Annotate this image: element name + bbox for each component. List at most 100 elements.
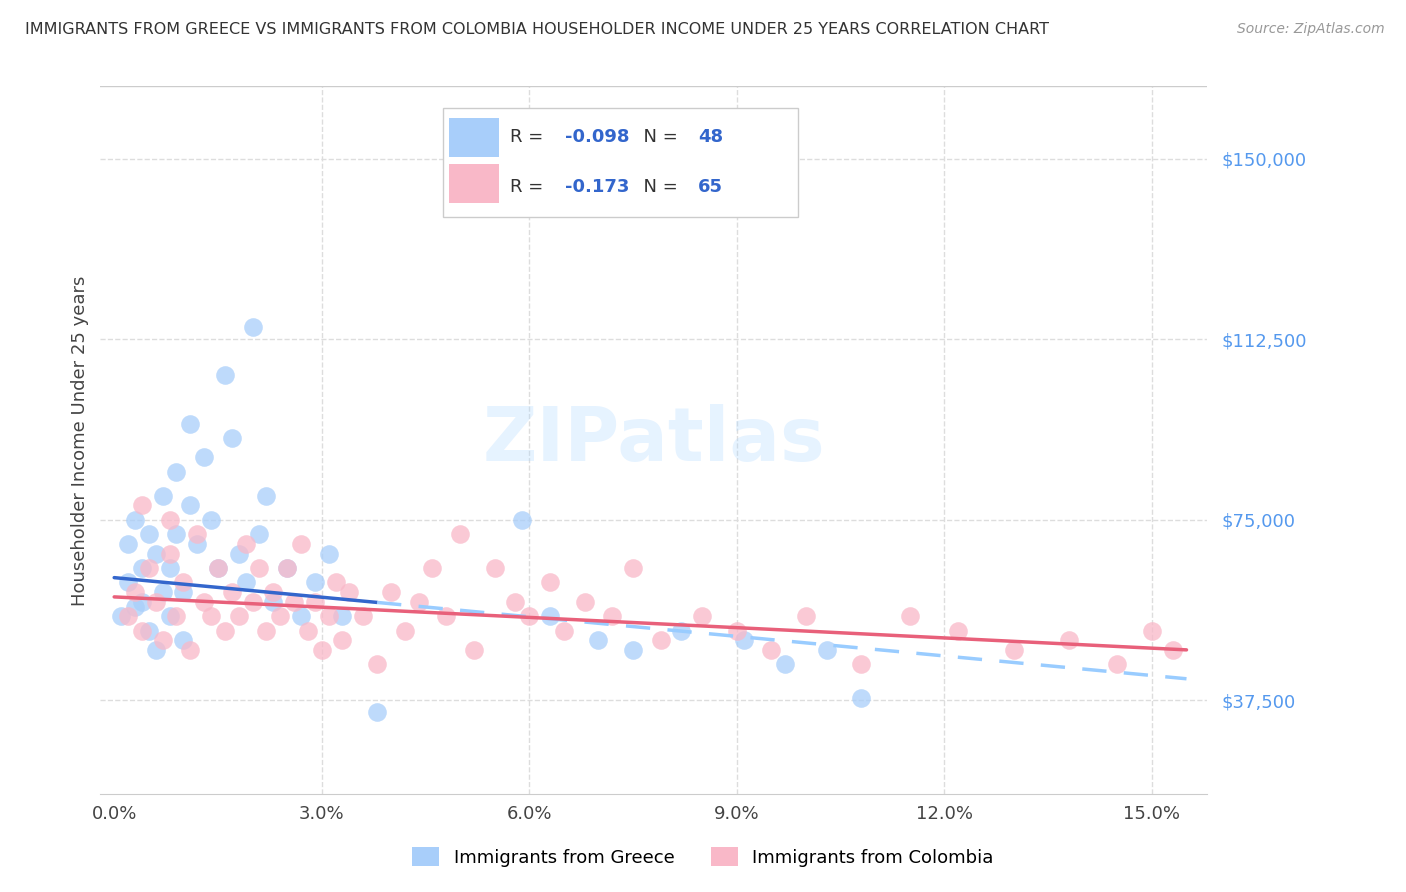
Point (200, 609, 222, 624)
Point (179, 417, 201, 431)
Point (422, 561, 444, 575)
Point (449, 527, 471, 541)
Point (352, 609, 374, 624)
Text: ZIPatlas: ZIPatlas (482, 404, 825, 477)
Point (339, 585, 361, 599)
Point (434, 609, 457, 624)
Point (228, 609, 250, 624)
Point (671, 624, 693, 638)
Point (221, 431, 243, 445)
Point (200, 513, 222, 527)
Point (898, 609, 921, 624)
Point (463, 643, 485, 657)
Point (138, 624, 160, 638)
Point (165, 609, 187, 624)
Point (159, 609, 181, 624)
Text: IMMIGRANTS FROM GREECE VS IMMIGRANTS FROM COLOMBIA HOUSEHOLDER INCOME UNDER 25 Y: IMMIGRANTS FROM GREECE VS IMMIGRANTS FRO… (25, 22, 1049, 37)
Point (152, 633, 174, 648)
Point (117, 537, 139, 551)
Point (851, 691, 873, 706)
Point (394, 624, 416, 638)
Point (318, 609, 340, 624)
Point (172, 633, 194, 648)
Point (574, 595, 596, 609)
Point (1107, 657, 1129, 672)
Point (131, 624, 153, 638)
Point (948, 624, 970, 638)
Point (207, 561, 229, 575)
Point (538, 609, 561, 624)
Point (262, 585, 284, 599)
Text: N =: N = (631, 128, 683, 146)
Point (159, 561, 181, 575)
Point (621, 643, 644, 657)
Point (254, 624, 277, 638)
Text: Source: ZipAtlas.com: Source: ZipAtlas.com (1237, 22, 1385, 37)
Point (512, 513, 534, 527)
Point (690, 609, 713, 624)
Point (179, 499, 201, 513)
Point (159, 513, 181, 527)
Point (538, 575, 561, 590)
Point (242, 595, 264, 609)
Point (1057, 633, 1080, 648)
Point (228, 547, 250, 561)
Point (249, 527, 271, 541)
Point (235, 575, 257, 590)
Point (131, 561, 153, 575)
Point (600, 609, 623, 624)
Point (242, 320, 264, 334)
Point (214, 624, 236, 638)
Point (290, 537, 312, 551)
Point (235, 537, 257, 551)
Point (297, 624, 319, 638)
Point (159, 547, 181, 561)
Point (332, 633, 354, 648)
Point (283, 595, 305, 609)
Point (214, 368, 236, 383)
Point (172, 575, 194, 590)
Text: R =: R = (510, 178, 548, 196)
Point (325, 575, 347, 590)
Point (276, 561, 298, 575)
Text: -0.098: -0.098 (565, 128, 630, 146)
Point (318, 547, 340, 561)
Legend: Immigrants from Greece, Immigrants from Colombia: Immigrants from Greece, Immigrants from … (405, 840, 1001, 874)
Point (145, 595, 167, 609)
Point (138, 561, 160, 575)
Point (408, 595, 430, 609)
Point (304, 595, 326, 609)
Point (207, 561, 229, 575)
Point (815, 643, 838, 657)
Point (138, 527, 160, 541)
Point (366, 657, 388, 672)
Text: -0.173: -0.173 (565, 178, 630, 196)
Point (1002, 643, 1025, 657)
Point (124, 599, 146, 614)
Point (794, 609, 817, 624)
Point (172, 585, 194, 599)
Point (165, 465, 187, 479)
Point (276, 561, 298, 575)
Point (725, 624, 748, 638)
Text: 48: 48 (697, 128, 723, 146)
Point (254, 489, 277, 503)
Point (304, 575, 326, 590)
Point (380, 585, 402, 599)
Point (131, 499, 153, 513)
Point (269, 609, 291, 624)
Point (145, 547, 167, 561)
Point (117, 575, 139, 590)
Point (131, 595, 153, 609)
Bar (449, 119, 499, 157)
Point (117, 609, 139, 624)
Point (761, 643, 783, 657)
Bar (449, 164, 499, 203)
Point (1140, 624, 1163, 638)
Point (553, 624, 575, 638)
Point (124, 513, 146, 527)
Point (773, 657, 796, 672)
Point (193, 595, 215, 609)
Point (332, 609, 354, 624)
FancyBboxPatch shape (443, 108, 797, 218)
